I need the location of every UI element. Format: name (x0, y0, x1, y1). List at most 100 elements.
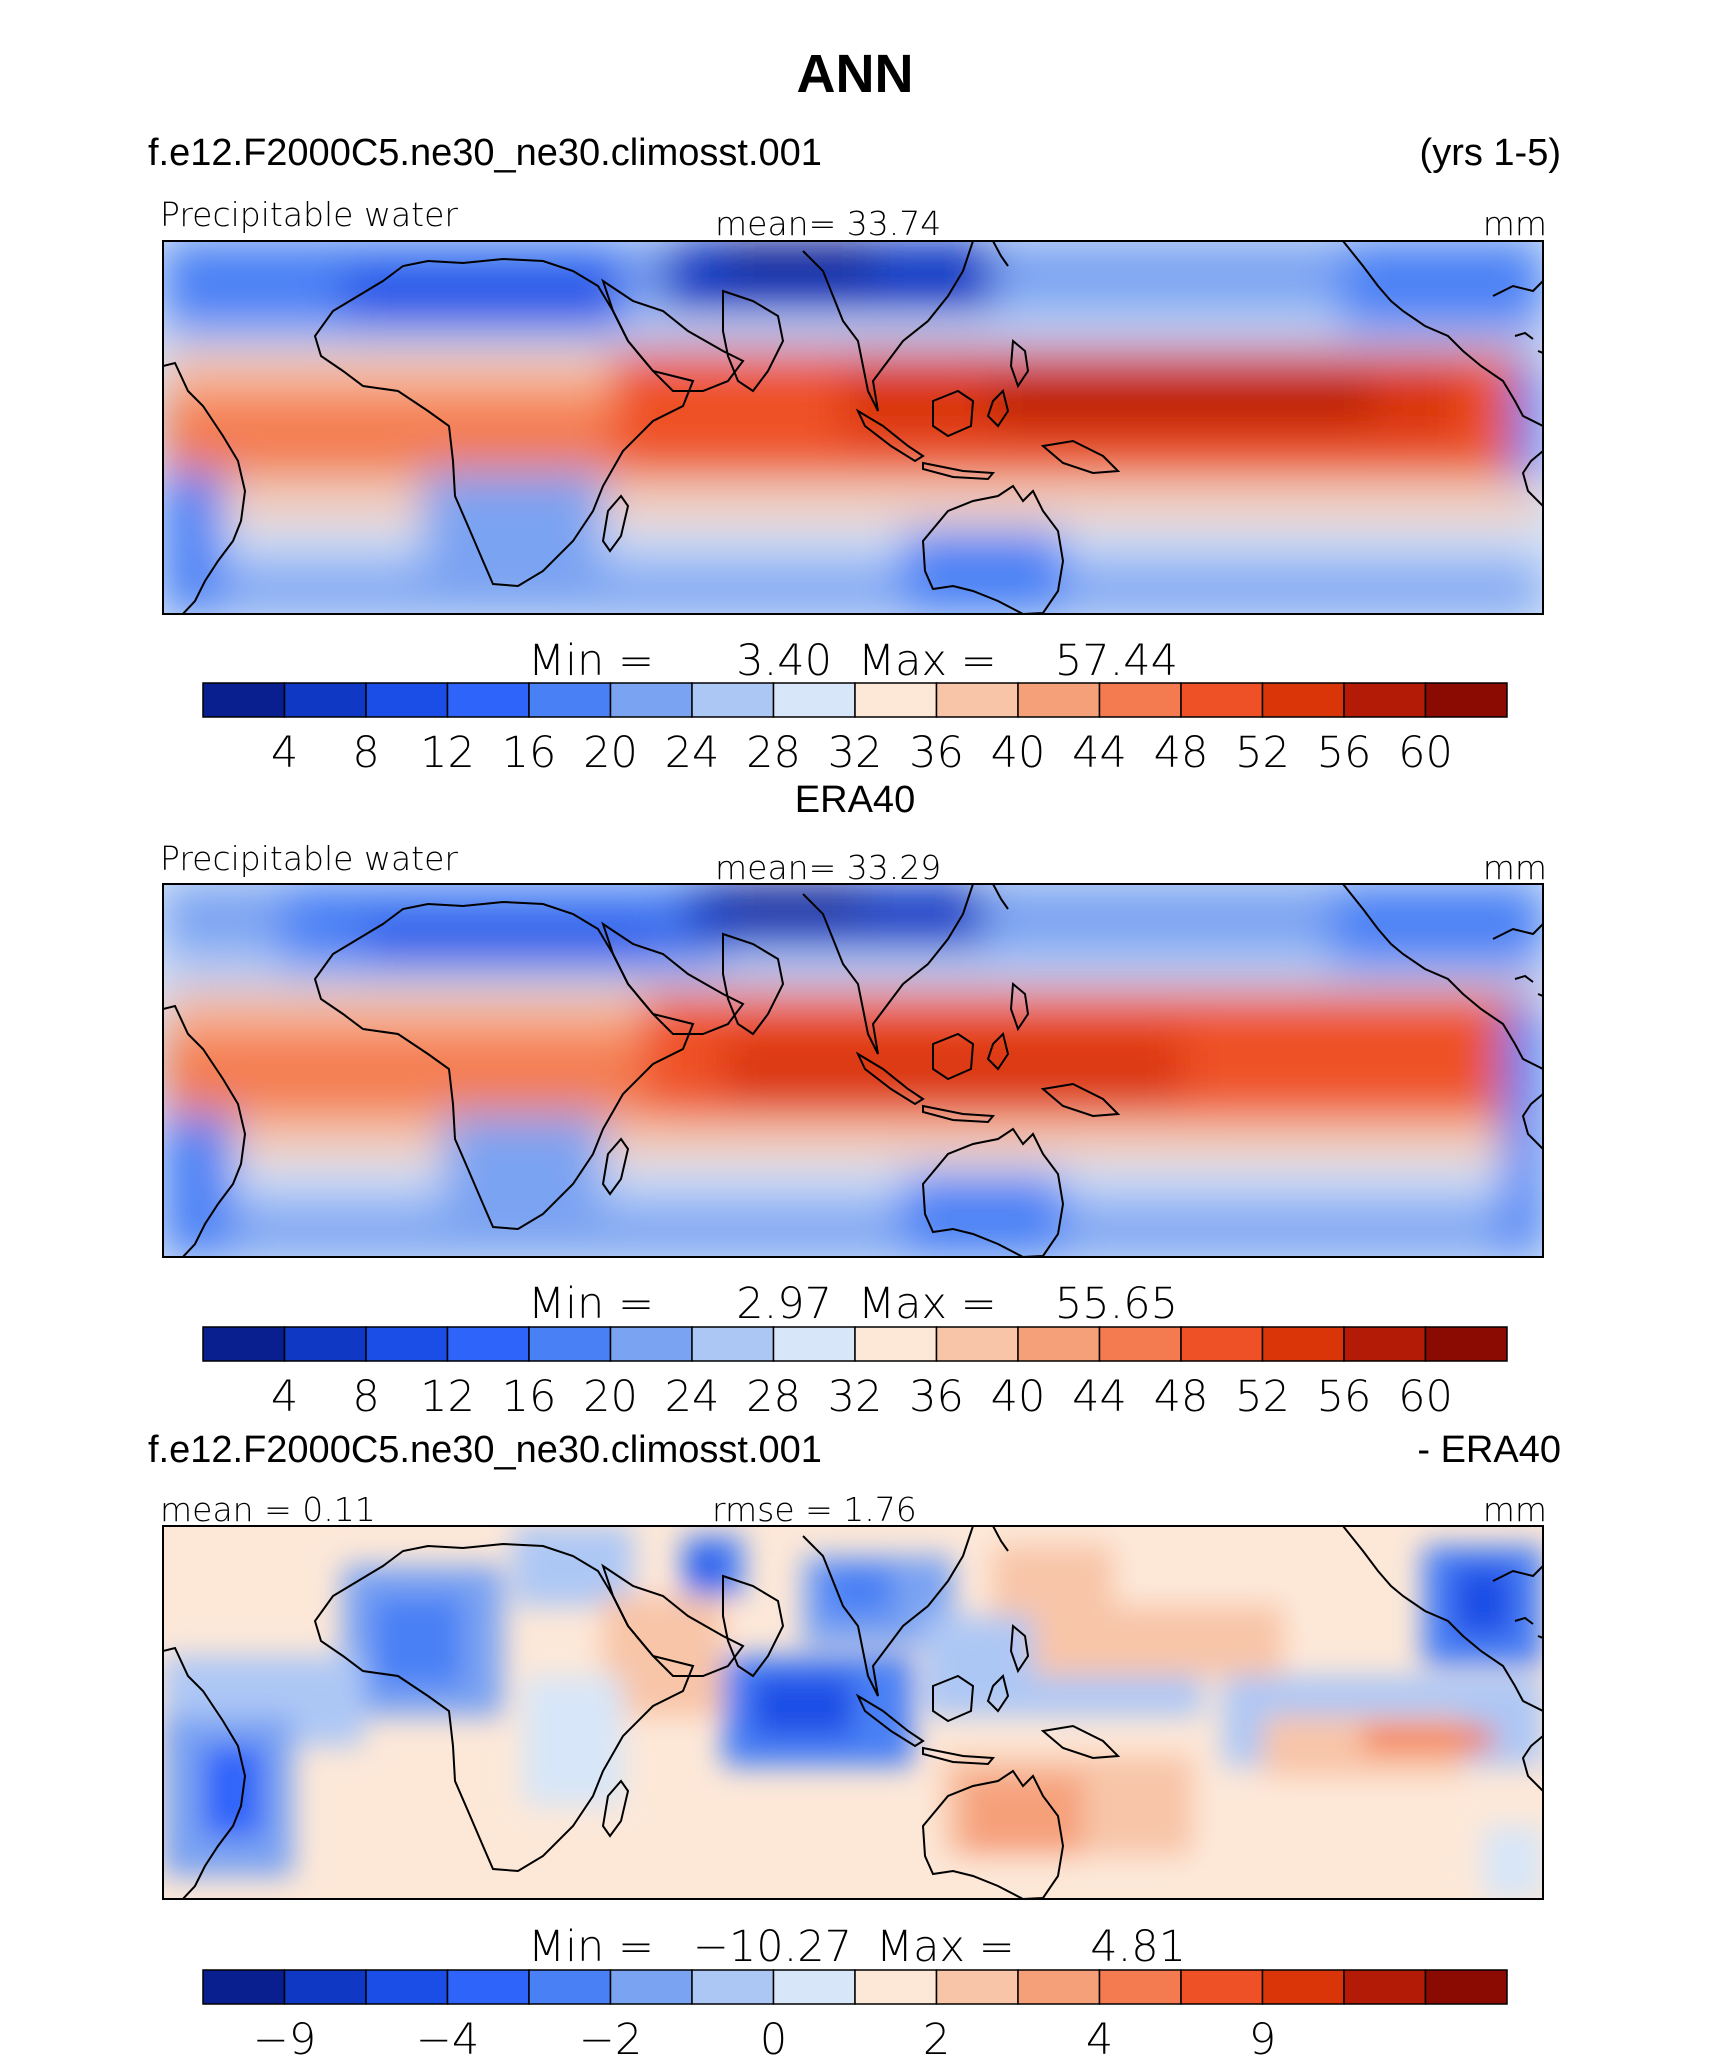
map-frame-3 (162, 1525, 1544, 1900)
colorbar-tick-label: 40 (991, 1372, 1046, 1422)
map-frame-1 (162, 240, 1544, 615)
colorbar-box (1424, 1326, 1508, 1362)
colorbar-tick-label: 28 (746, 728, 801, 778)
colorbar-box (772, 1969, 856, 2005)
colorbar-box (1017, 682, 1101, 718)
map-panel-2 (163, 884, 1543, 1257)
colorbar-box (1180, 682, 1264, 718)
colorbar-box (528, 1326, 612, 1362)
units-label-2: mm (1483, 848, 1547, 887)
colorbar-box (1017, 1326, 1101, 1362)
panel-title-2: ERA40 (795, 779, 915, 821)
colorbar-box (1261, 1969, 1345, 2005)
colorbar-tick-label: 8 (352, 728, 379, 778)
colorbar-box (446, 682, 530, 718)
max-label-1: Max = (858, 636, 997, 686)
colorbar-tick-label: 32 (828, 1372, 883, 1422)
colorbar-tick-label: 56 (1317, 728, 1372, 778)
colorbar-tick-label: 12 (420, 1372, 475, 1422)
map-panel-1 (163, 241, 1543, 614)
variable-label-2: Precipitable water (160, 839, 458, 878)
colorbar-box (772, 1326, 856, 1362)
colorbar-tick-label: 20 (583, 728, 638, 778)
colorbar-tick-label: 44 (1072, 1372, 1127, 1422)
colorbar-box (202, 1326, 286, 1362)
colorbar-box (1343, 1326, 1427, 1362)
colorbar-tick-label: 52 (1235, 728, 1290, 778)
colorbar-box (1424, 682, 1508, 718)
colorbar-box (691, 1969, 775, 2005)
colorbar-box (609, 1969, 693, 2005)
min-value-2: 2.97 (736, 1279, 832, 1329)
min-value-3: −10.27 (693, 1922, 852, 1972)
max-label-2: Max = (858, 1279, 997, 1329)
years-label: (yrs 1-5) (1420, 132, 1561, 174)
colorbar-box (854, 1969, 938, 2005)
colorbar-tick-label: 0 (760, 2015, 787, 2065)
colorbar-box (772, 682, 856, 718)
colorbar-tick-label: 4 (271, 728, 298, 778)
colorbar-ticks-1: 4 8 12 16 20 24 28 32 36 40 44 48 52 56 60 (271, 728, 1453, 778)
colorbar-box (446, 1326, 530, 1362)
colorbar-tick-label: 56 (1317, 1372, 1372, 1422)
colorbar-tick-label: 48 (1154, 1372, 1209, 1422)
colorbar-tick-label: 24 (665, 728, 720, 778)
colorbar-tick-label: 12 (420, 728, 475, 778)
colorbar-tick-label: 60 (1398, 728, 1453, 778)
colorbar-box (528, 682, 612, 718)
colorbar-box (1343, 682, 1427, 718)
colorbar-tick-label: 36 (909, 1372, 964, 1422)
colorbar-ticks-2: 4 8 12 16 20 24 28 32 36 40 44 48 52 56 60 (271, 1372, 1453, 1422)
colorbar-tick-label: 48 (1154, 728, 1209, 778)
colorbar-box (446, 1969, 530, 2005)
map-frame-2 (162, 883, 1544, 1258)
colorbar-box (365, 682, 449, 718)
colorbar-tick-label: 20 (583, 1372, 638, 1422)
colorbar-3 (202, 1969, 1508, 2005)
colorbar-tick-label: 44 (1072, 728, 1127, 778)
colorbar-tick-label: 60 (1398, 1372, 1453, 1422)
colorbar-box (202, 682, 286, 718)
colorbar-tick-label: 24 (665, 1372, 720, 1422)
colorbar-tick-label: 4 (271, 1372, 298, 1422)
colorbar-box (609, 682, 693, 718)
colorbar-ticks-3: −9 −4 −2 0 2 4 9 (253, 2015, 1276, 2065)
difference-label: - ERA40 (1417, 1429, 1561, 1471)
colorbar-2 (202, 1326, 1508, 1362)
min-label-1: Min = (528, 636, 654, 686)
variable-label-1: Precipitable water (160, 195, 458, 234)
colorbar-tick-label: 8 (352, 1372, 379, 1422)
colorbar-tick-label: 32 (828, 728, 883, 778)
colorbar-box (935, 682, 1019, 718)
mean-label-1: mean= 33.74 (715, 204, 941, 243)
colorbar-box (1343, 1969, 1427, 2005)
max-value-1: 57.44 (1055, 636, 1178, 686)
colorbar-tick-label: −2 (579, 2015, 642, 2065)
mean-label-2: mean= 33.29 (715, 848, 941, 887)
colorbar-tick-label: 9 (1249, 2015, 1276, 2065)
rmse-label-3: rmse = 1.76 (712, 1490, 917, 1529)
max-value-3: 4.81 (1090, 1922, 1186, 1972)
colorbar-box (691, 1326, 775, 1362)
colorbar-tick-label: 4 (1086, 2015, 1113, 2065)
colorbar-box (1098, 1969, 1182, 2005)
colorbar-tick-label: 36 (909, 728, 964, 778)
colorbar-box (365, 1969, 449, 2005)
colorbar-box (691, 682, 775, 718)
max-value-2: 55.65 (1055, 1279, 1178, 1329)
colorbar-tick-label: −4 (416, 2015, 479, 2065)
min-value-1: 3.40 (736, 636, 832, 686)
figure-title: ANN (797, 44, 914, 104)
colorbar-box (935, 1969, 1019, 2005)
min-label-2: Min = (528, 1279, 654, 1329)
colorbar-box (1261, 1326, 1345, 1362)
colorbar-box (1180, 1969, 1264, 2005)
colorbar-tick-label: −9 (253, 2015, 316, 2065)
colorbar-box (854, 1326, 938, 1362)
colorbar-tick-label: 28 (746, 1372, 801, 1422)
colorbar-box (283, 1326, 367, 1362)
colorbar-box (283, 682, 367, 718)
colorbar-tick-label: 16 (502, 728, 557, 778)
colorbar-1 (202, 682, 1508, 718)
